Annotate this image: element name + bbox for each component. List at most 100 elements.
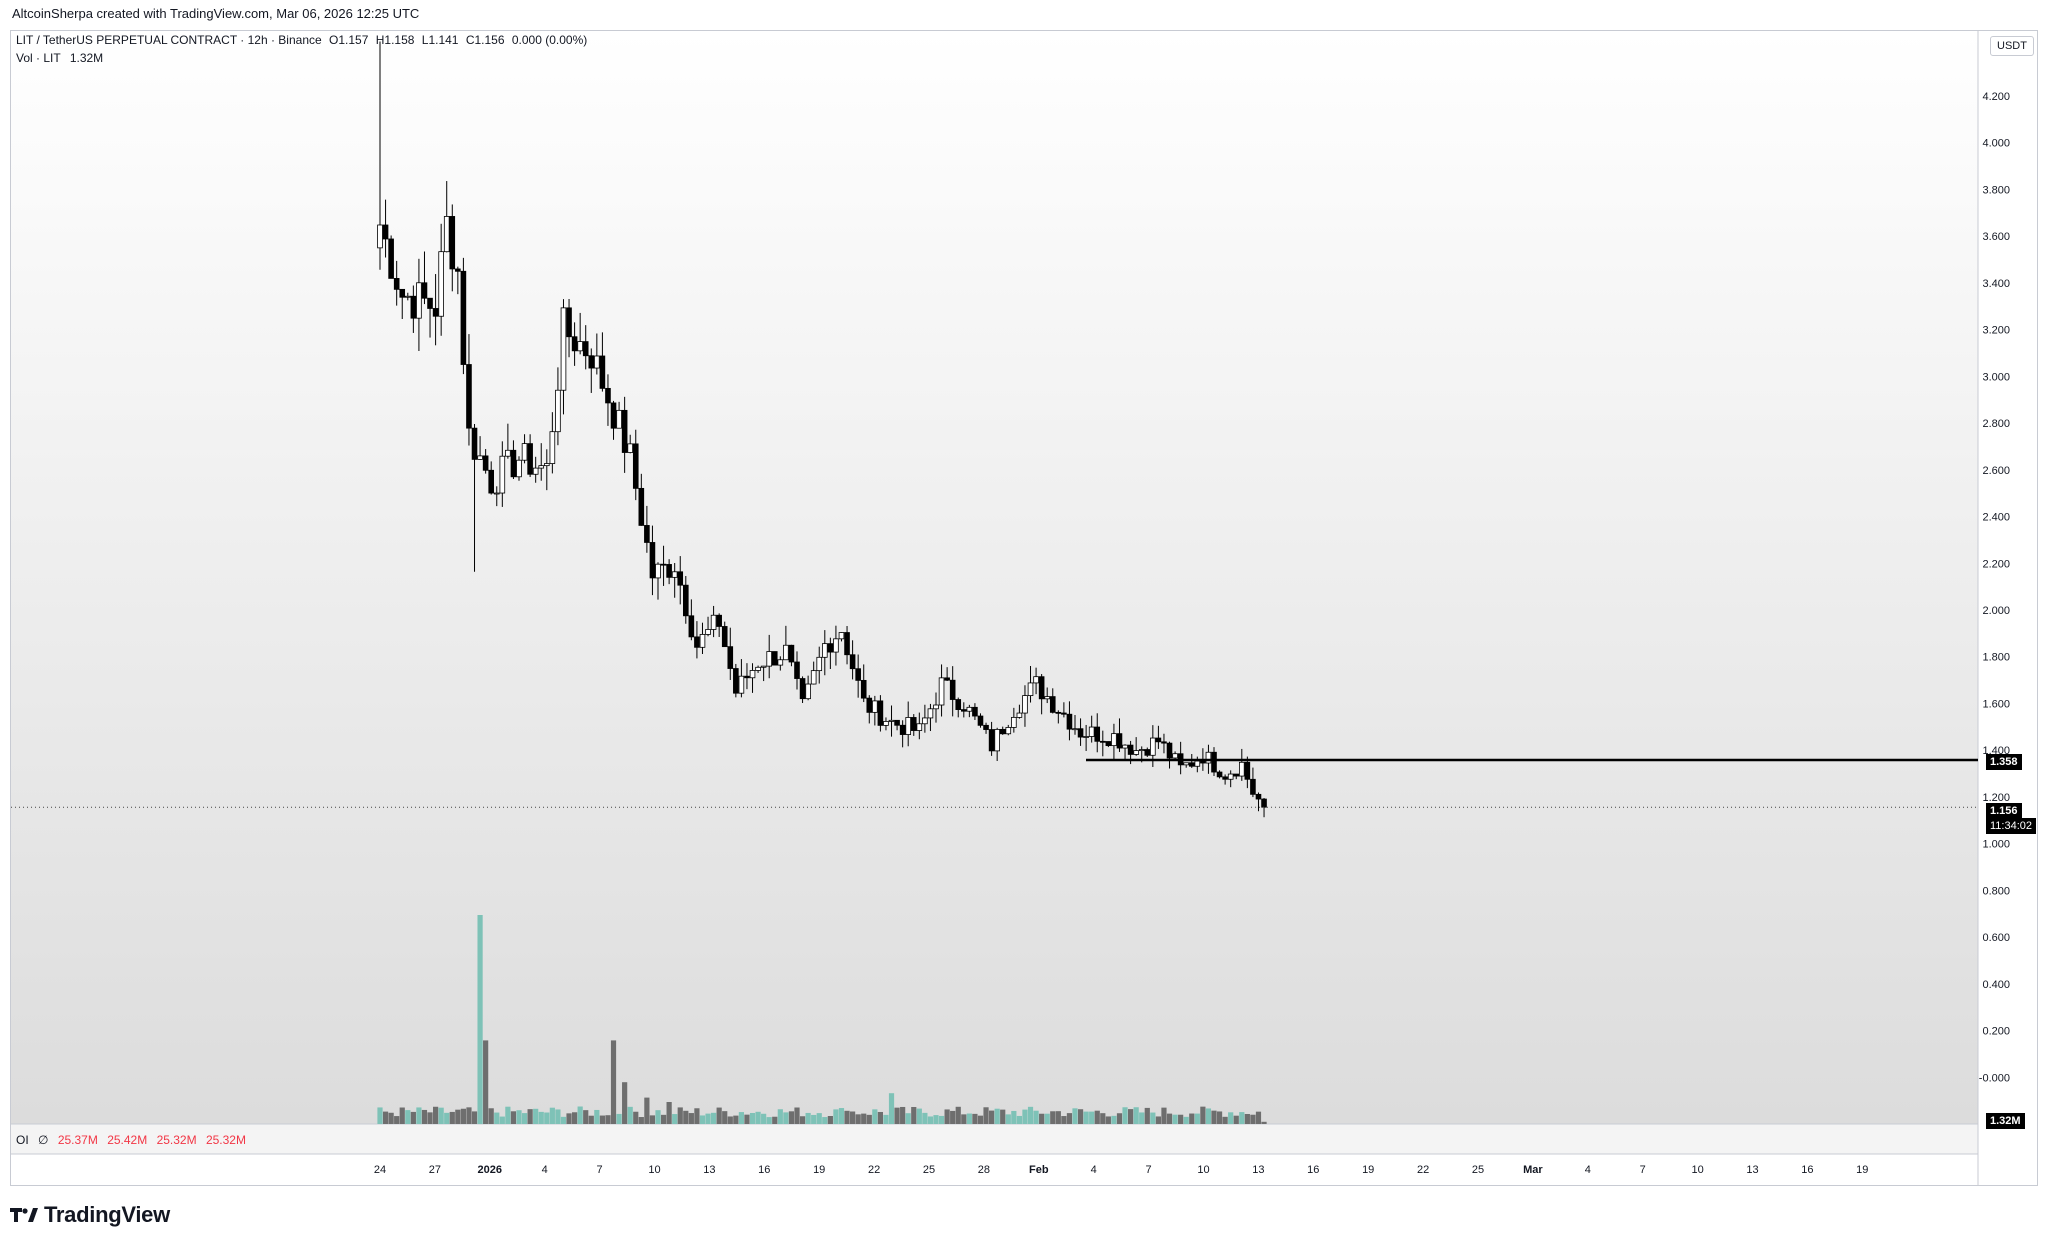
- volume-bar: [1222, 1116, 1228, 1124]
- candle-body: [827, 643, 834, 653]
- candle-body: [833, 638, 839, 653]
- candle-body: [910, 717, 917, 731]
- volume-bar: [438, 1107, 444, 1124]
- candle-body: [1077, 728, 1084, 738]
- price-tick-label: 4.000: [1982, 138, 2010, 150]
- time-tick-label: 24: [374, 1164, 386, 1176]
- candle-body: [377, 224, 383, 249]
- candle-body: [1250, 778, 1256, 795]
- volume-bar: [594, 1109, 600, 1124]
- time-tick-label: 25: [923, 1164, 935, 1176]
- volume-bar: [900, 1106, 906, 1124]
- time-tick-label: 19: [813, 1164, 825, 1176]
- candle-body: [443, 216, 450, 253]
- volume-bar: [471, 1111, 478, 1124]
- candle-body: [482, 455, 489, 471]
- volume-bar: [1172, 1114, 1178, 1124]
- volume-bar: [1194, 1113, 1200, 1124]
- candle-body: [1066, 713, 1073, 730]
- volume-bar: [1228, 1112, 1234, 1124]
- volume-bar: [483, 1040, 489, 1124]
- symbol-title[interactable]: LIT / TetherUS PERPETUAL CONTRACT · 12h …: [16, 33, 322, 47]
- candle-body: [644, 525, 650, 543]
- candle-body: [949, 679, 956, 700]
- time-tick-label: 10: [1691, 1164, 1703, 1176]
- volume-bar: [516, 1110, 522, 1124]
- volume-bar: [694, 1108, 700, 1124]
- candle-body: [1222, 776, 1228, 780]
- candle-body: [899, 724, 906, 735]
- volume-bar: [1166, 1113, 1173, 1124]
- volume-bar: [1011, 1110, 1017, 1124]
- candle-body: [1227, 773, 1234, 780]
- price-tick-label: 3.800: [1982, 184, 2010, 196]
- volume-bar: [888, 1093, 895, 1124]
- volume-bar: [655, 1110, 661, 1124]
- candle-body: [1122, 744, 1128, 749]
- candle-body: [727, 646, 734, 669]
- candle-body: [1033, 676, 1039, 684]
- price-tick-label: -0.000: [1979, 1072, 2010, 1084]
- volume-bar: [610, 1040, 617, 1124]
- candle-body: [605, 387, 611, 404]
- candle-body: [1150, 737, 1156, 756]
- volume-bar: [861, 1113, 867, 1124]
- candle-body: [638, 487, 645, 526]
- volume-bar: [1050, 1111, 1056, 1124]
- candle-body: [760, 665, 767, 668]
- oi-symbol: ∅: [38, 1133, 49, 1147]
- candle-body: [894, 719, 900, 726]
- candle-body: [588, 355, 595, 369]
- time-tick-label: 13: [1252, 1164, 1264, 1176]
- open-interest-legend: OI ∅ 25.37M 25.42M 25.32M 25.32M: [16, 1133, 246, 1147]
- candle-body: [555, 389, 561, 433]
- time-tick-label: 7: [1640, 1164, 1646, 1176]
- candle-body: [416, 282, 422, 319]
- oi-label[interactable]: OI: [16, 1133, 29, 1147]
- volume-bar: [1155, 1116, 1161, 1124]
- volume-bar: [866, 1114, 872, 1124]
- candle-body: [994, 728, 1000, 752]
- volume-bar: [744, 1114, 750, 1124]
- chart-frame[interactable]: [10, 30, 2038, 1186]
- volume-bar: [805, 1112, 811, 1124]
- currency-unit-button[interactable]: USDT: [1990, 36, 2034, 56]
- candle-body: [594, 355, 600, 369]
- candle-body: [799, 678, 806, 700]
- volume-bar: [388, 1112, 394, 1124]
- candle-body: [1111, 733, 1117, 747]
- volume-bar: [538, 1111, 544, 1124]
- candle-body: [404, 295, 411, 298]
- volume-bar: [733, 1115, 739, 1124]
- volume-bar: [844, 1110, 850, 1124]
- volume-bar: [1005, 1114, 1011, 1124]
- volume-label[interactable]: Vol · LIT: [16, 51, 61, 65]
- candle-body: [683, 584, 689, 617]
- candle-body: [972, 706, 978, 717]
- volume-bar: [705, 1113, 711, 1124]
- candle-body: [855, 668, 861, 681]
- volume-bar: [777, 1109, 783, 1124]
- volume-bar: [549, 1107, 555, 1124]
- price-tick-label: 3.200: [1982, 325, 2010, 337]
- volume-bar: [672, 1114, 678, 1124]
- volume-bar: [382, 1111, 389, 1124]
- volume-bar: [711, 1112, 717, 1124]
- volume-bar: [666, 1102, 672, 1124]
- volume-bar: [572, 1112, 578, 1124]
- tradingview-logo[interactable]: TradingView: [10, 1202, 170, 1228]
- price-tick-label: 3.000: [1982, 371, 2010, 383]
- volume-bar: [994, 1108, 1000, 1124]
- volume-bar: [811, 1114, 817, 1124]
- volume-bar: [1033, 1110, 1039, 1124]
- created-by-text: AltcoinSherpa created with TradingView.c…: [12, 6, 420, 21]
- volume-bar: [1111, 1115, 1117, 1124]
- candle-body: [382, 224, 389, 240]
- candle-body: [1005, 727, 1012, 735]
- ohlc-change: 0.000 (0.00%): [511, 33, 588, 47]
- candle-body: [1094, 726, 1101, 742]
- volume-bar: [455, 1109, 461, 1124]
- volume-bar: [916, 1108, 922, 1124]
- candle-body: [905, 717, 911, 735]
